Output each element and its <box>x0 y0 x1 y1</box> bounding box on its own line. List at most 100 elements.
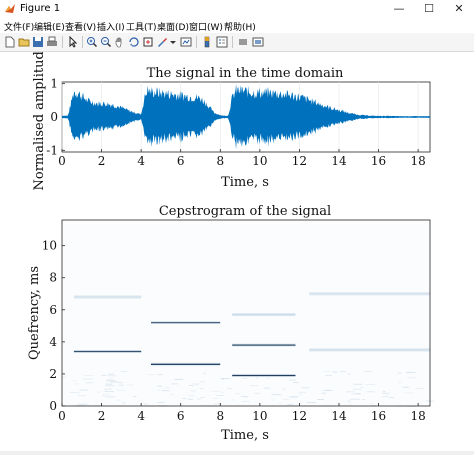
cepstrum-noise <box>282 388 286 390</box>
time-signal-axes[interactable]: The signal in the time domain 0 2 4 6 8 10 12 1… <box>32 43 431 190</box>
cepstrum-noise <box>406 371 412 373</box>
menu-tools[interactable]: 工具(T) <box>126 23 157 33</box>
cepstrum-noise <box>203 372 207 374</box>
cepstrum-noise <box>162 390 170 392</box>
cepstrum-noise <box>241 396 245 397</box>
cepstrum-noise <box>200 397 206 398</box>
brush-icon[interactable] <box>156 36 168 48</box>
toolbar-separator <box>82 36 83 48</box>
cepstrum-noise <box>190 390 197 392</box>
cepstrum-noise <box>157 390 161 391</box>
show-plot-tools-icon[interactable] <box>252 36 264 48</box>
x-tick-label: 10 <box>252 409 267 423</box>
cepstrum-noise <box>104 388 112 390</box>
legend-icon[interactable] <box>216 36 228 48</box>
cepstrum-noise <box>199 388 204 389</box>
cepstrogram-axes[interactable]: Cepstrogram of the signal 0 2 4 6 8 10 12 14 16 1… <box>27 204 434 443</box>
cepstrum-noise <box>339 371 346 373</box>
cepstrogram-plot-box <box>61 219 431 407</box>
cepstrogram-xlabel: Time, s <box>221 428 269 443</box>
save-icon[interactable] <box>32 36 44 48</box>
menu-view[interactable]: 查看(V) <box>65 23 97 33</box>
menu-file[interactable]: 文件(F) <box>4 23 35 33</box>
window-title-bar: Figure 1 — ☐ ✕ <box>0 0 474 19</box>
cepstrum-noise <box>350 398 360 400</box>
cepstrum-noise <box>253 392 260 394</box>
cepstrum-noise <box>242 377 248 379</box>
cepstrum-noise <box>83 375 94 376</box>
cepstrum-noise <box>382 396 388 398</box>
y-tick-label: 10 <box>42 239 57 253</box>
cepstrum-noise <box>221 378 225 380</box>
figure-plots: The signal in the time domain 0 2 4 6 8 10 12 1… <box>27 43 434 443</box>
cepstrum-noise <box>62 376 67 378</box>
time-signal-ylabel: Normalised amplitude <box>32 52 47 190</box>
cepstrum-noise <box>104 391 115 392</box>
menu-desktop[interactable]: 桌面(D) <box>157 23 189 33</box>
cepstrum-noise <box>221 392 224 394</box>
pan-icon[interactable] <box>114 36 126 48</box>
cepstrum-noise <box>323 371 330 372</box>
data-cursor-icon[interactable] <box>142 36 154 48</box>
zoom-out-icon[interactable] <box>100 36 112 48</box>
cepstrogram-ylabel: Quefrency, ms <box>27 266 42 360</box>
link-plot-icon[interactable] <box>180 36 192 48</box>
figure-toolbar <box>0 33 474 52</box>
maximize-button[interactable]: ☐ <box>424 2 434 15</box>
new-figure-icon[interactable] <box>4 36 16 48</box>
colorbar-icon[interactable] <box>201 36 213 48</box>
x-tick-label: 18 <box>410 154 425 168</box>
toolbar-separator <box>62 36 63 48</box>
cepstrum-noise <box>271 394 282 396</box>
cepstrum-noise <box>85 382 94 384</box>
cepstrum-noise <box>227 388 232 389</box>
minimize-button[interactable]: — <box>393 2 405 15</box>
cepstrum-noise <box>171 383 179 385</box>
cepstrum-noise <box>354 393 361 394</box>
cepstrum-noise <box>174 378 184 380</box>
open-file-icon[interactable] <box>18 36 30 48</box>
cepstrum-noise <box>164 387 171 389</box>
cepstrum-noise <box>121 402 126 404</box>
cepstrum-noise <box>211 390 221 392</box>
cepstrum-noise <box>121 371 128 372</box>
menu-bar: 文件(F) 编辑(E) 查看(V) 插入(I) 工具(T) 桌面(D) 窗口(W… <box>0 18 474 33</box>
cepstrum-noise <box>101 374 107 376</box>
cepstrum-noise <box>297 391 306 393</box>
x-tick-label: 12 <box>292 154 307 168</box>
cepstrum-noise <box>370 403 373 404</box>
cepstrum-pitch-band <box>151 363 221 365</box>
hide-plot-tools-icon[interactable] <box>237 36 249 48</box>
zoom-in-icon[interactable] <box>86 36 98 48</box>
close-button[interactable]: ✕ <box>454 2 464 15</box>
cepstrum-noise <box>231 399 234 401</box>
cepstrum-noise <box>104 390 107 392</box>
print-icon[interactable] <box>46 36 58 48</box>
cepstrum-pitch-band <box>309 349 430 351</box>
cepstrum-noise <box>133 396 137 397</box>
cepstrum-noise <box>388 397 395 399</box>
cepstrum-noise <box>199 381 205 383</box>
cepstrum-pitch-band <box>73 296 142 298</box>
menu-edit[interactable]: 编辑(E) <box>34 23 65 33</box>
cepstrum-noise <box>213 398 219 399</box>
cepstrum-noise <box>79 389 88 391</box>
menu-window[interactable]: 窗口(W) <box>189 23 223 33</box>
cepstrum-band-halo <box>309 348 430 352</box>
cepstrum-noise <box>188 385 194 386</box>
cepstrum-pitch-band <box>232 344 296 346</box>
dropdown-arrow-icon[interactable] <box>169 36 177 48</box>
cepstrum-noise <box>157 402 165 403</box>
cepstrum-noise <box>147 374 155 376</box>
rotate-3d-icon[interactable] <box>128 36 140 48</box>
x-tick-label: 0 <box>58 409 66 423</box>
cepstrum-noise <box>235 393 241 394</box>
y-tick-label: 0 <box>50 110 58 124</box>
menu-help[interactable]: 帮助(H) <box>224 23 256 33</box>
cepstrum-noise <box>102 395 106 397</box>
menu-insert[interactable]: 插入(I) <box>97 23 125 33</box>
x-tick-label: 6 <box>177 409 185 423</box>
pointer-icon[interactable] <box>67 36 79 48</box>
toolbar-separator <box>196 36 197 48</box>
x-tick-label: 14 <box>331 409 347 423</box>
